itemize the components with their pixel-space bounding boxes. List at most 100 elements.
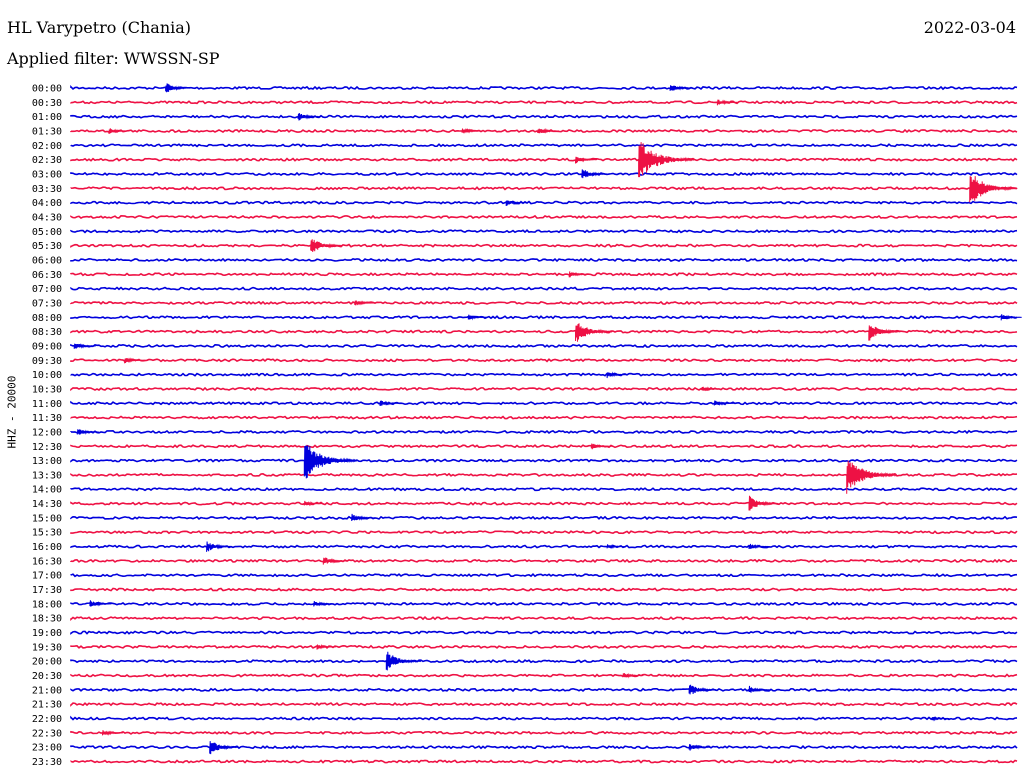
row-time-label: 08:30: [32, 327, 62, 338]
trace-line: [70, 429, 1018, 435]
seismic-event: [76, 429, 99, 435]
trace-line: [70, 759, 1018, 764]
trace-line: [70, 558, 1018, 564]
trace-line: [70, 171, 1018, 177]
row-time-label: 20:30: [32, 671, 62, 682]
trace-lines: [70, 84, 1018, 764]
row-time-label: 06:30: [32, 270, 62, 281]
seismic-event: [688, 744, 711, 751]
seismic-event: [748, 495, 779, 511]
row-time-label: 01:00: [32, 112, 62, 123]
trace-line: [70, 100, 1018, 105]
seismic-event: [606, 544, 627, 550]
trace-line: [70, 415, 1018, 420]
seismic-event: [581, 169, 608, 179]
seismic-event: [688, 684, 717, 695]
row-time-label: 02:30: [32, 155, 62, 166]
trace-line: [70, 630, 1018, 635]
row-time-label: 00:00: [32, 84, 62, 95]
trace-line: [70, 616, 1018, 621]
trace-line: [70, 84, 1018, 91]
seismic-event: [322, 557, 347, 565]
trace-line: [70, 400, 1018, 406]
trace-line: [70, 601, 1018, 606]
seismic-event: [354, 300, 376, 306]
seismic-event: [1000, 314, 1022, 321]
row-time-label: 17:00: [32, 571, 62, 582]
trace-line: [70, 730, 1018, 735]
row-time-label: 05:30: [32, 241, 62, 252]
trace-line: [70, 286, 1018, 291]
trace-line: [70, 572, 1018, 578]
row-time-label: 22:00: [32, 714, 62, 725]
row-time-label: 13:30: [32, 470, 62, 481]
seismic-event: [73, 343, 96, 349]
seismic-event: [206, 541, 233, 552]
trace-line: [70, 530, 1018, 535]
row-time-label: 03:00: [32, 169, 62, 180]
seismic-event: [102, 730, 124, 736]
trace-line: [70, 229, 1018, 234]
trace-line: [70, 272, 1018, 277]
event-bursts: [73, 83, 1022, 755]
trace-line: [70, 157, 1018, 162]
seismic-event: [606, 371, 628, 379]
row-time-label: 15:30: [32, 528, 62, 539]
seismic-event: [316, 643, 337, 650]
seismic-event: [209, 741, 240, 755]
seismic-event: [638, 142, 695, 178]
trace-line: [70, 487, 1018, 492]
row-time-label: 16:30: [32, 556, 62, 567]
seismic-event: [931, 716, 950, 722]
trace-line: [70, 515, 1018, 521]
seismic-event: [303, 445, 358, 479]
row-time-label: 08:00: [32, 313, 62, 324]
row-time-label: 07:30: [32, 298, 62, 309]
row-time-label: 19:00: [32, 628, 62, 639]
trace-line: [70, 143, 1018, 148]
seismic-event: [713, 400, 735, 407]
trace-line: [70, 200, 1018, 205]
tick-labels: 00:00 00:30 01:00 01:30 02:00 02:30 03:00 03:30…: [32, 84, 62, 769]
row-time-label: 19:30: [32, 642, 62, 653]
seismic-event: [297, 113, 322, 121]
seismic-event: [590, 443, 612, 450]
seismic-event: [716, 99, 739, 106]
trace-line: [70, 114, 1018, 119]
row-time-label: 10:00: [32, 370, 62, 381]
trace-line: [70, 214, 1018, 220]
row-time-label: 22:30: [32, 728, 62, 739]
seismic-event: [303, 500, 324, 507]
filter-label: Applied filter: WWSSN-SP: [7, 49, 220, 68]
seismic-event: [969, 176, 1018, 203]
trace-line: [70, 315, 1018, 320]
row-time-label: 23:30: [32, 757, 62, 768]
row-time-label: 12:00: [32, 427, 62, 438]
row-time-label: 16:00: [32, 542, 62, 553]
row-time-label: 23:00: [32, 743, 62, 754]
seismic-event: [379, 400, 401, 406]
row-time-label: 04:00: [32, 198, 62, 209]
seismic-event: [89, 600, 112, 607]
seismic-event: [385, 651, 422, 671]
row-time-label: 09:00: [32, 341, 62, 352]
trace-line: [70, 372, 1018, 377]
row-time-label: 12:30: [32, 442, 62, 453]
trace-line: [70, 501, 1018, 506]
seismic-event: [575, 156, 598, 164]
seismic-event: [669, 85, 694, 91]
seismic-event: [505, 199, 527, 207]
trace-line: [70, 257, 1018, 263]
trace-line: [70, 358, 1018, 363]
row-time-label: 21:00: [32, 685, 62, 696]
seismic-event: [701, 386, 721, 392]
row-time-label: 10:30: [32, 384, 62, 395]
seismic-event: [622, 672, 644, 679]
row-time-label: 05:00: [32, 227, 62, 238]
seismic-event: [467, 314, 488, 321]
row-time-label: 18:00: [32, 599, 62, 610]
seismic-event: [165, 83, 192, 93]
trace-line: [70, 329, 1018, 334]
row-time-label: 01:30: [32, 126, 62, 137]
